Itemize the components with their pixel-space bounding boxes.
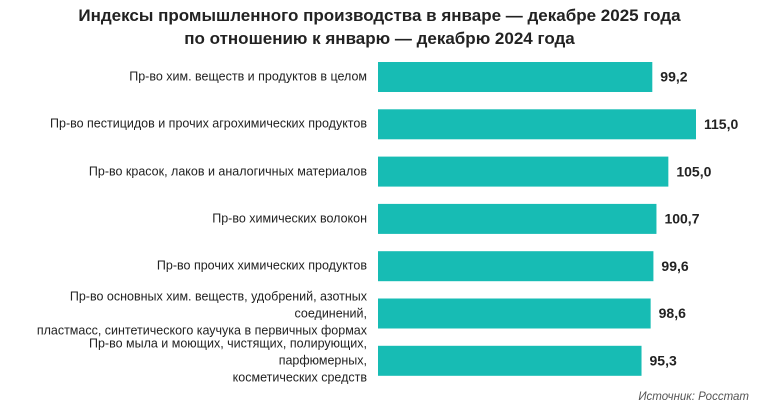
category-label: Пр-во прочих химических продуктов (156, 258, 367, 273)
category-label: Пр-во основных хим. веществ, удобрений, … (36, 289, 367, 337)
category-label: Пр-во мыла и моющих, чистящих, полирующи… (88, 336, 367, 385)
category-label: Пр-во красок, лаков и аналогичных матери… (88, 164, 367, 179)
bar (378, 62, 653, 92)
bar (378, 203, 657, 234)
bar (378, 156, 669, 187)
bar (378, 251, 654, 282)
value-label: 100,7 (664, 211, 699, 227)
value-label: 115,0 (704, 116, 738, 132)
bar (378, 109, 696, 140)
value-label: 99,6 (661, 258, 688, 274)
value-label: 98,6 (659, 305, 686, 321)
category-label: Пр-во хим. веществ и продуктов в целом (129, 69, 367, 84)
bar (378, 298, 651, 329)
category-label: Пр-во химических волокон (212, 211, 367, 226)
chart-title: Индексы промышленного производства в янв… (78, 6, 681, 48)
value-label: 105,0 (676, 163, 711, 179)
source-note: Источник: Росстат (638, 391, 749, 403)
bar (378, 345, 642, 376)
value-label: 99,2 (660, 69, 687, 85)
value-label: 95,3 (650, 353, 677, 369)
category-label: Пр-во пестицидов и прочих агрохимических… (50, 116, 367, 131)
